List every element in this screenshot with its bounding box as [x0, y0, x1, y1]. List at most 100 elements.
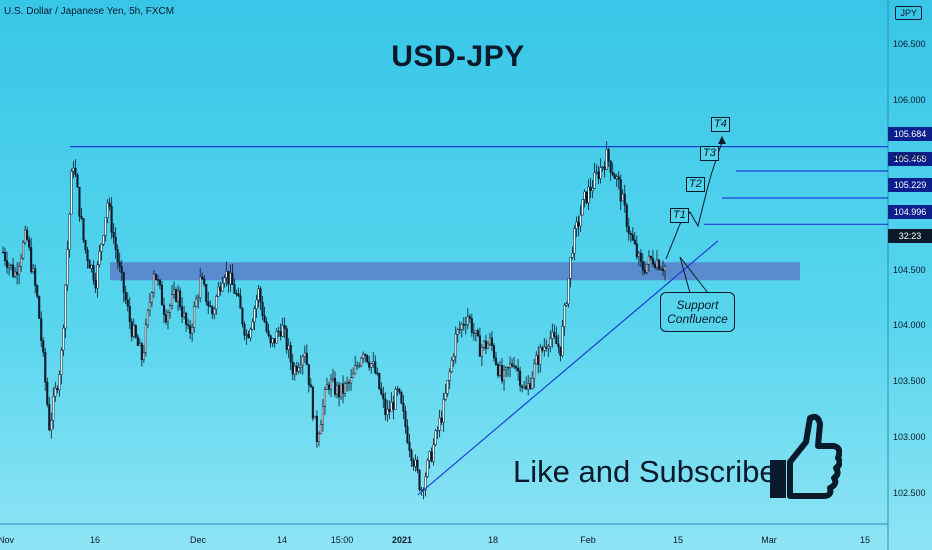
candle-body — [211, 306, 214, 315]
candle-body — [609, 160, 612, 173]
candle-body — [623, 193, 626, 206]
candle-body — [265, 321, 268, 332]
candle-body — [303, 352, 306, 358]
candle-body — [219, 286, 222, 292]
callout-pointer — [679, 256, 691, 294]
candle-body — [488, 337, 491, 345]
candle-body — [193, 306, 196, 328]
candle-body — [601, 166, 604, 168]
candle-body — [547, 346, 550, 349]
candle-body — [110, 206, 113, 233]
candle-body — [378, 373, 381, 390]
candle-body — [319, 424, 322, 435]
candle-body — [183, 312, 186, 317]
candle-body — [205, 284, 208, 303]
candle-body — [657, 259, 661, 270]
candle-body — [22, 242, 25, 259]
candle-body — [480, 346, 483, 357]
y-tick: 103.000 — [893, 432, 926, 442]
candle-body — [56, 388, 59, 390]
candle-body — [16, 271, 19, 275]
candle-body — [460, 323, 463, 330]
candle-body — [54, 388, 57, 397]
candle-body — [124, 292, 127, 301]
candle-body — [259, 288, 262, 303]
candle-body — [267, 330, 270, 336]
currency-badge[interactable]: JPY — [895, 6, 922, 20]
candle-body — [92, 265, 95, 281]
candle-body — [277, 331, 280, 333]
candle-body — [484, 340, 487, 349]
candle-body — [521, 385, 524, 388]
candle-body — [637, 252, 640, 257]
candle-body — [18, 265, 21, 275]
x-tick: Nov — [0, 535, 15, 545]
candle-body — [589, 186, 592, 191]
candle-body — [430, 451, 433, 462]
candle-body — [368, 361, 371, 368]
candle-body — [603, 166, 606, 170]
candle-body — [569, 257, 572, 279]
candle-body — [611, 172, 614, 175]
candle-body — [659, 268, 663, 271]
candle-body — [78, 186, 81, 217]
like-subscribe-text: Like and Subscribe — [513, 454, 777, 489]
candle-body — [160, 284, 164, 306]
candle-body — [350, 377, 353, 384]
candle-body — [60, 349, 63, 375]
x-tick: Dec — [189, 535, 207, 545]
candle-body — [615, 176, 618, 179]
candle-body — [504, 367, 508, 371]
candle-body — [148, 302, 151, 311]
candle-body — [434, 430, 437, 446]
candle-body — [408, 442, 411, 451]
candle-body — [507, 367, 510, 369]
candle-body — [557, 343, 560, 347]
candle-body — [271, 338, 274, 344]
candle-body — [537, 355, 540, 365]
symbol-info[interactable]: U.S. Dollar / Japanese Yen, 5h, FXCM — [4, 6, 175, 17]
candle-body — [470, 318, 473, 333]
candle-body — [174, 289, 178, 302]
candle-body — [519, 370, 522, 387]
candle-body — [529, 383, 532, 389]
candle-body — [360, 357, 363, 366]
candle-body — [342, 383, 345, 394]
candle-body — [156, 279, 159, 281]
candle-body — [233, 284, 236, 294]
candle-body — [269, 335, 272, 344]
candle-body — [1, 251, 5, 254]
candle-body — [3, 251, 7, 261]
candle-body — [476, 330, 479, 336]
candle-body — [386, 408, 389, 415]
candle-body — [593, 172, 596, 189]
candle-body — [376, 372, 379, 374]
target-t1: T1 — [670, 208, 689, 223]
candle-body — [287, 345, 290, 350]
candle-body — [245, 334, 248, 336]
candle-body — [140, 343, 143, 361]
candle-body — [114, 236, 117, 250]
candle-body — [517, 367, 520, 372]
candle-body — [438, 417, 441, 431]
candle-body — [533, 363, 536, 379]
candle-body — [346, 382, 349, 384]
candle-body — [249, 328, 252, 339]
candle-body — [227, 270, 230, 285]
candle-body — [158, 279, 161, 286]
candle-body — [209, 305, 212, 308]
candle-body — [456, 329, 459, 335]
candle-body — [86, 249, 89, 261]
candle-body — [295, 365, 298, 372]
candle-body — [599, 167, 602, 179]
candle-body — [162, 304, 166, 315]
candle-body — [613, 174, 616, 179]
candle-body — [235, 293, 238, 295]
candle-body — [225, 270, 228, 278]
candle-body — [309, 384, 312, 388]
candle-body — [46, 381, 49, 405]
candle-body — [561, 326, 564, 356]
target-t2: T2 — [686, 177, 705, 192]
price-label-t3: 105.468 — [888, 152, 932, 166]
